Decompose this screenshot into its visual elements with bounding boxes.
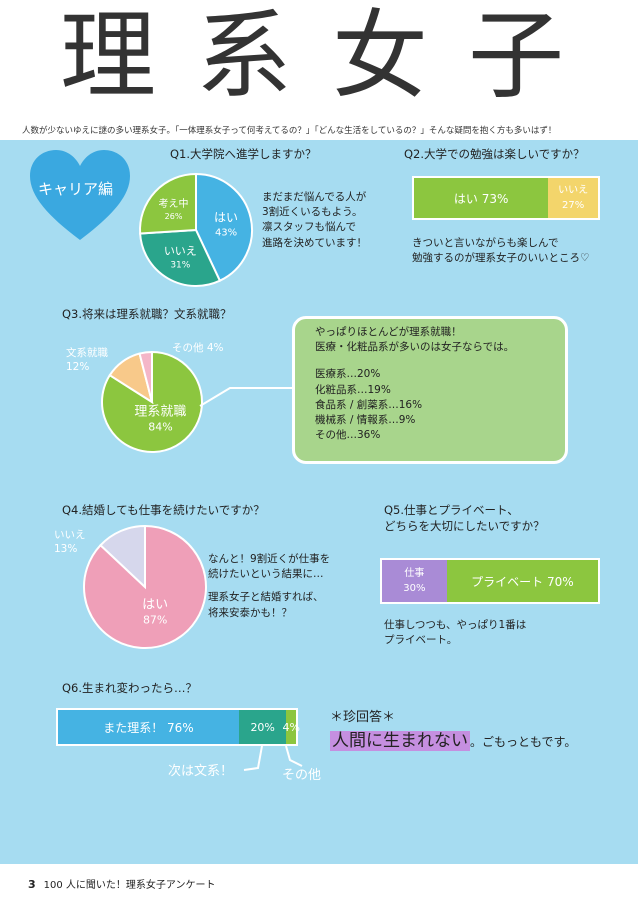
q3-box-line: 医療・化粧品系が多いのは女子ならでは。 (315, 341, 515, 354)
q2-note: きついと言いながらも楽しんで 勉強するのが理系女子のいいところ♡ (412, 236, 589, 266)
pie-slice (195, 172, 253, 283)
q3-box-line: 医療系…20% (315, 368, 381, 381)
q3-detail-box: やっぱりほとんどが理系就職！ 医療・化粧品系が多いのは女子ならでは。 医療系…2… (292, 316, 568, 464)
pie-slice-label: はい (214, 210, 238, 224)
q3-box-line (315, 355, 545, 367)
q1-note-line: 進路を決めています！ (262, 236, 367, 249)
q6-question: Q6.生まれ変わったら…？ (62, 681, 198, 695)
q6-callout-lines (243, 746, 303, 771)
bar-segment: また理系！ 76% (58, 710, 239, 744)
q3-box-line: その他…36% (315, 429, 381, 442)
q4-note-line: 理系女子と結婚すれば、 (208, 591, 324, 604)
q4-note: なんと！9割近くが仕事を 続けたいという結果に… 理系女子と結婚すれば、 将来安… (208, 552, 330, 621)
q4-note-line: なんと！9割近くが仕事を (208, 553, 331, 565)
pie-slice (139, 228, 222, 287)
q2-note-line: きついと言いながらも楽しんで (412, 237, 559, 249)
pie-slice-value: 43% (215, 227, 237, 238)
q3-connector-line (199, 387, 296, 407)
pie-slice-value: 31% (170, 261, 190, 271)
bar-segment: はい 73% (414, 178, 549, 218)
q1-note-line: 3割近くいるもよう。 (262, 206, 363, 219)
page-subtitle: 人数が少ないゆえに謎の多い理系女子。「一体理系女子って何考えてるの？」「どんな生… (22, 126, 557, 136)
q2-question: Q2.大学での勉強は楽しいですか？ (404, 147, 585, 161)
pie-slice (138, 350, 153, 403)
q6-rare-answer: 人間に生まれない (330, 731, 470, 751)
pie-slice-label: はい (142, 598, 168, 613)
pie-outside-label-value: 13% (54, 543, 78, 556)
bar-segment: いいえ 27% (548, 178, 598, 218)
page-number: 3 (28, 878, 36, 891)
bar-segment: 仕事 30% (382, 560, 447, 602)
q3-box-line: 機械系 / 情報系…9% (315, 414, 416, 427)
q4-note-line: 将来安泰かも！？ (208, 606, 292, 619)
pie-slice-label: 理系就職 (134, 404, 186, 419)
footer (0, 864, 638, 901)
q1-note-line: まだまだ悩んでる人が (262, 191, 367, 203)
pie-outside-label-value: 12% (66, 361, 90, 374)
q4-note-line (208, 582, 330, 590)
q4-note-line: 続けたいという結果に… (208, 568, 324, 581)
pie-slice (139, 172, 197, 235)
pie-slice-label: 考え中 (159, 197, 189, 210)
footer-caption: 100 人に聞いた！理系女子アンケート (43, 880, 216, 891)
page-title: 理系女子 (60, 0, 604, 112)
q3-box-line: 食品系 / 創薬系…16% (315, 398, 423, 411)
bar-segment: 4% (283, 710, 300, 744)
pie-outside-label: いいえ 13% (54, 528, 86, 556)
q5-note: 仕事しつつも、やっぱり1番は プライベート。 (384, 618, 526, 648)
pie-slice-label: いいえ (164, 245, 197, 258)
q5-question-line: Q5.仕事とプライベート、 (384, 503, 519, 517)
q5-question-line: どちらを大切にしたいですか？ (384, 519, 545, 534)
q6-bar-chart: また理系！ 76% 20% 4% (56, 708, 300, 746)
q1-note-line: 凛スタッフも悩んで (262, 221, 356, 234)
q3-question: Q3.将来は理系就職？文系就職？ (62, 307, 232, 321)
q2-bar-chart: はい 73% いいえ 27% (412, 176, 600, 220)
pie-outside-label-text: 文系就職 (66, 347, 108, 359)
q6-callout-bunkei: 次は文系！ (168, 764, 234, 779)
q2-note-line: 勉強するのが理系女子のいいところ♡ (412, 252, 590, 265)
q3-box-line: 化粧品系…19% (315, 383, 391, 396)
pie-outside-label: その他 4% (172, 342, 224, 354)
pie-outside-label-text: いいえ (54, 529, 86, 541)
pie-slice-value: 84% (148, 420, 172, 433)
heart-badge-icon (30, 150, 130, 240)
bar-segment: プライベート 70% (446, 560, 598, 602)
pie-outside-label: 文系就職 12% (66, 346, 108, 374)
pie-slice (99, 524, 146, 590)
q5-note-line: 仕事しつつも、やっぱり1番は (384, 619, 527, 631)
q5-bar-chart: 仕事 30% プライベート 70% (380, 558, 600, 604)
q6-callout-other: その他 (282, 768, 322, 783)
pie-slice-value: 26% (165, 212, 183, 221)
header: 理系女子 人数が少ないゆえに謎の多い理系女子。「一体理系女子って何考えてるの？」… (0, 0, 638, 136)
career-badge-label: キャリア編 (38, 180, 114, 198)
footer-text: 3 100 人に聞いた！理系女子アンケート (28, 876, 216, 891)
q1-note: まだまだ悩んでる人が 3割近くいるもよう。 凛スタッフも悩んで 進路を決めていま… (262, 190, 367, 251)
q1-pie-chart: はい 43% いいえ 31% 考え中 26% (139, 172, 253, 287)
q3-box-line: やっぱりほとんどが理系就職！ (315, 326, 462, 338)
q6-rare-title: ＊珍回答＊ (330, 710, 396, 725)
bar-segment: 20% (238, 710, 287, 744)
pie-slice-value: 87% (143, 614, 167, 627)
q4-question: Q4.結婚しても仕事を続けたいですか？ (62, 503, 265, 517)
q5-note-line: プライベート。 (384, 634, 458, 647)
q6-rare-answer-line: 人間に生まれない 。ごもっともです。 (330, 726, 576, 751)
q1-question: Q1.大学院へ進学しますか？ (170, 147, 317, 161)
q6-rare-comment: 。ごもっともです。 (470, 735, 577, 749)
q5-question: Q5.仕事とプライベート、 どちらを大切にしたいですか？ (384, 502, 545, 534)
